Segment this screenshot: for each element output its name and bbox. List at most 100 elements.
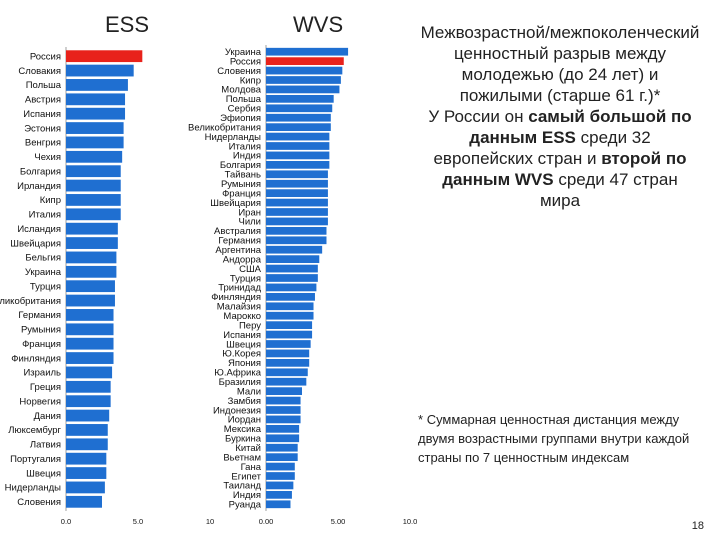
wvs-category-label: Бразилия [219,377,261,388]
wvs-category-label: Эфиопия [220,113,261,124]
ess-bar-chart: Россия Словакия Польша Австрия Испания Эстони… [0,47,214,526]
wvs-bar [266,151,330,160]
wvs-category-label: Тринидад [218,283,261,294]
wvs-category-label: Иордан [228,415,261,426]
ess-bar [66,194,121,206]
ess-bar [66,337,114,350]
statement-text-pre: У России он [428,107,529,126]
wvs-bar [266,387,302,396]
ess-bar [66,165,121,178]
ess-chart-title: ESS [105,12,150,37]
ess-x-tick-label: 5.0 [133,517,143,526]
main-statement-line2: У России он самый большой по данным ESS … [420,106,700,211]
wvs-bar [266,179,328,188]
wvs-x-tick-label: 10.0 [403,517,418,526]
wvs-category-label: Молдова [221,85,261,96]
wvs-bar [266,311,314,320]
ess-bar [66,467,107,479]
statement-bold-wvs: второй по данным WVS [442,149,687,189]
ess-category-label: Люксембург [8,425,61,436]
ess-category-label: Румыния [21,325,61,336]
wvs-category-label: Великобритания [188,122,261,133]
wvs-category-label: Польша [226,94,262,105]
wvs-category-label: Россия [230,56,261,67]
ess-bar [66,438,108,451]
ess-category-label: Словения [17,497,61,508]
ess-bar [66,136,124,149]
wvs-bar [266,396,301,405]
ess-bar [66,452,107,465]
ess-bar [66,352,114,364]
wvs-bar [266,330,313,339]
wvs-category-label: Египет [231,471,261,482]
wvs-bar [266,462,295,471]
ess-category-label: Латвия [30,440,61,451]
wvs-category-label: Иран [238,207,261,218]
wvs-bar [266,443,298,452]
ess-category-label: Ирландия [17,181,61,192]
wvs-bar [266,453,298,462]
wvs-bar [266,142,330,150]
wvs-bar [266,85,340,94]
wvs-category-label: Ю.Корея [222,349,261,360]
wvs-category-label: Индия [233,151,261,162]
wvs-category-label: Ю.Африка [214,368,261,379]
ess-x-tick-label: 0.0 [61,517,71,526]
wvs-category-label: Таиланд [223,481,261,492]
wvs-bar [266,481,294,490]
footnote-text: Суммарная ценностная дистанция между дву… [418,412,690,465]
wvs-bar [266,217,328,226]
ess-bar [66,265,117,278]
ess-bar [66,122,124,134]
ess-bar [66,481,105,494]
wvs-category-label: Мексика [224,424,262,435]
wvs-bar [266,123,331,132]
wvs-category-label: Австралия [214,226,261,237]
ess-bar [66,294,115,307]
wvs-bar [266,189,328,198]
ess-category-label: Нидерланды [5,483,62,494]
wvs-bar [266,132,330,141]
wvs-bar [266,274,318,282]
wvs-category-label: Сербия [228,104,261,115]
ess-bar [66,237,118,249]
ess-bar [66,222,118,235]
statement-text-mid: среди 32 европейских стран и [433,128,651,168]
wvs-bar [266,76,341,84]
wvs-bar [266,264,318,273]
wvs-category-label: Япония [228,358,261,369]
wvs-category-label: Малайзия [217,302,261,313]
wvs-category-label: Испания [223,330,261,341]
page-number: 18 [691,520,704,532]
ess-category-label: Кипр [40,195,61,206]
wvs-bar [266,170,328,179]
ess-bar [66,107,126,120]
ess-category-label: Польша [26,80,62,91]
wvs-bar [266,415,301,424]
ess-bar [66,64,134,77]
wvs-bar [266,255,320,264]
wvs-category-label: Марокко [223,311,261,322]
wvs-category-label: Индонезия [213,405,261,416]
wvs-bar [266,340,311,348]
wvs-bar [266,472,295,480]
ess-category-label: Италия [29,210,61,221]
wvs-bar [266,368,308,377]
ess-bar [66,208,121,221]
wvs-category-label: Замбия [228,396,261,407]
wvs-bar [266,47,349,56]
wvs-category-label: Германия [218,236,261,247]
ess-category-label: Испания [23,109,61,120]
wvs-bar [266,406,301,414]
wvs-bar [266,226,327,235]
footnote: * Суммарная ценностная дистанция между д… [418,410,708,467]
wvs-category-label: Франция [222,188,261,199]
wvs-bar [266,500,291,509]
wvs-bar [266,66,343,75]
wvs-category-label: Китай [235,443,261,454]
wvs-bar [266,349,310,358]
wvs-category-label: Нидерланды [205,132,262,143]
ess-bar [66,93,126,106]
wvs-x-tick-label: 0.00 [259,517,274,526]
